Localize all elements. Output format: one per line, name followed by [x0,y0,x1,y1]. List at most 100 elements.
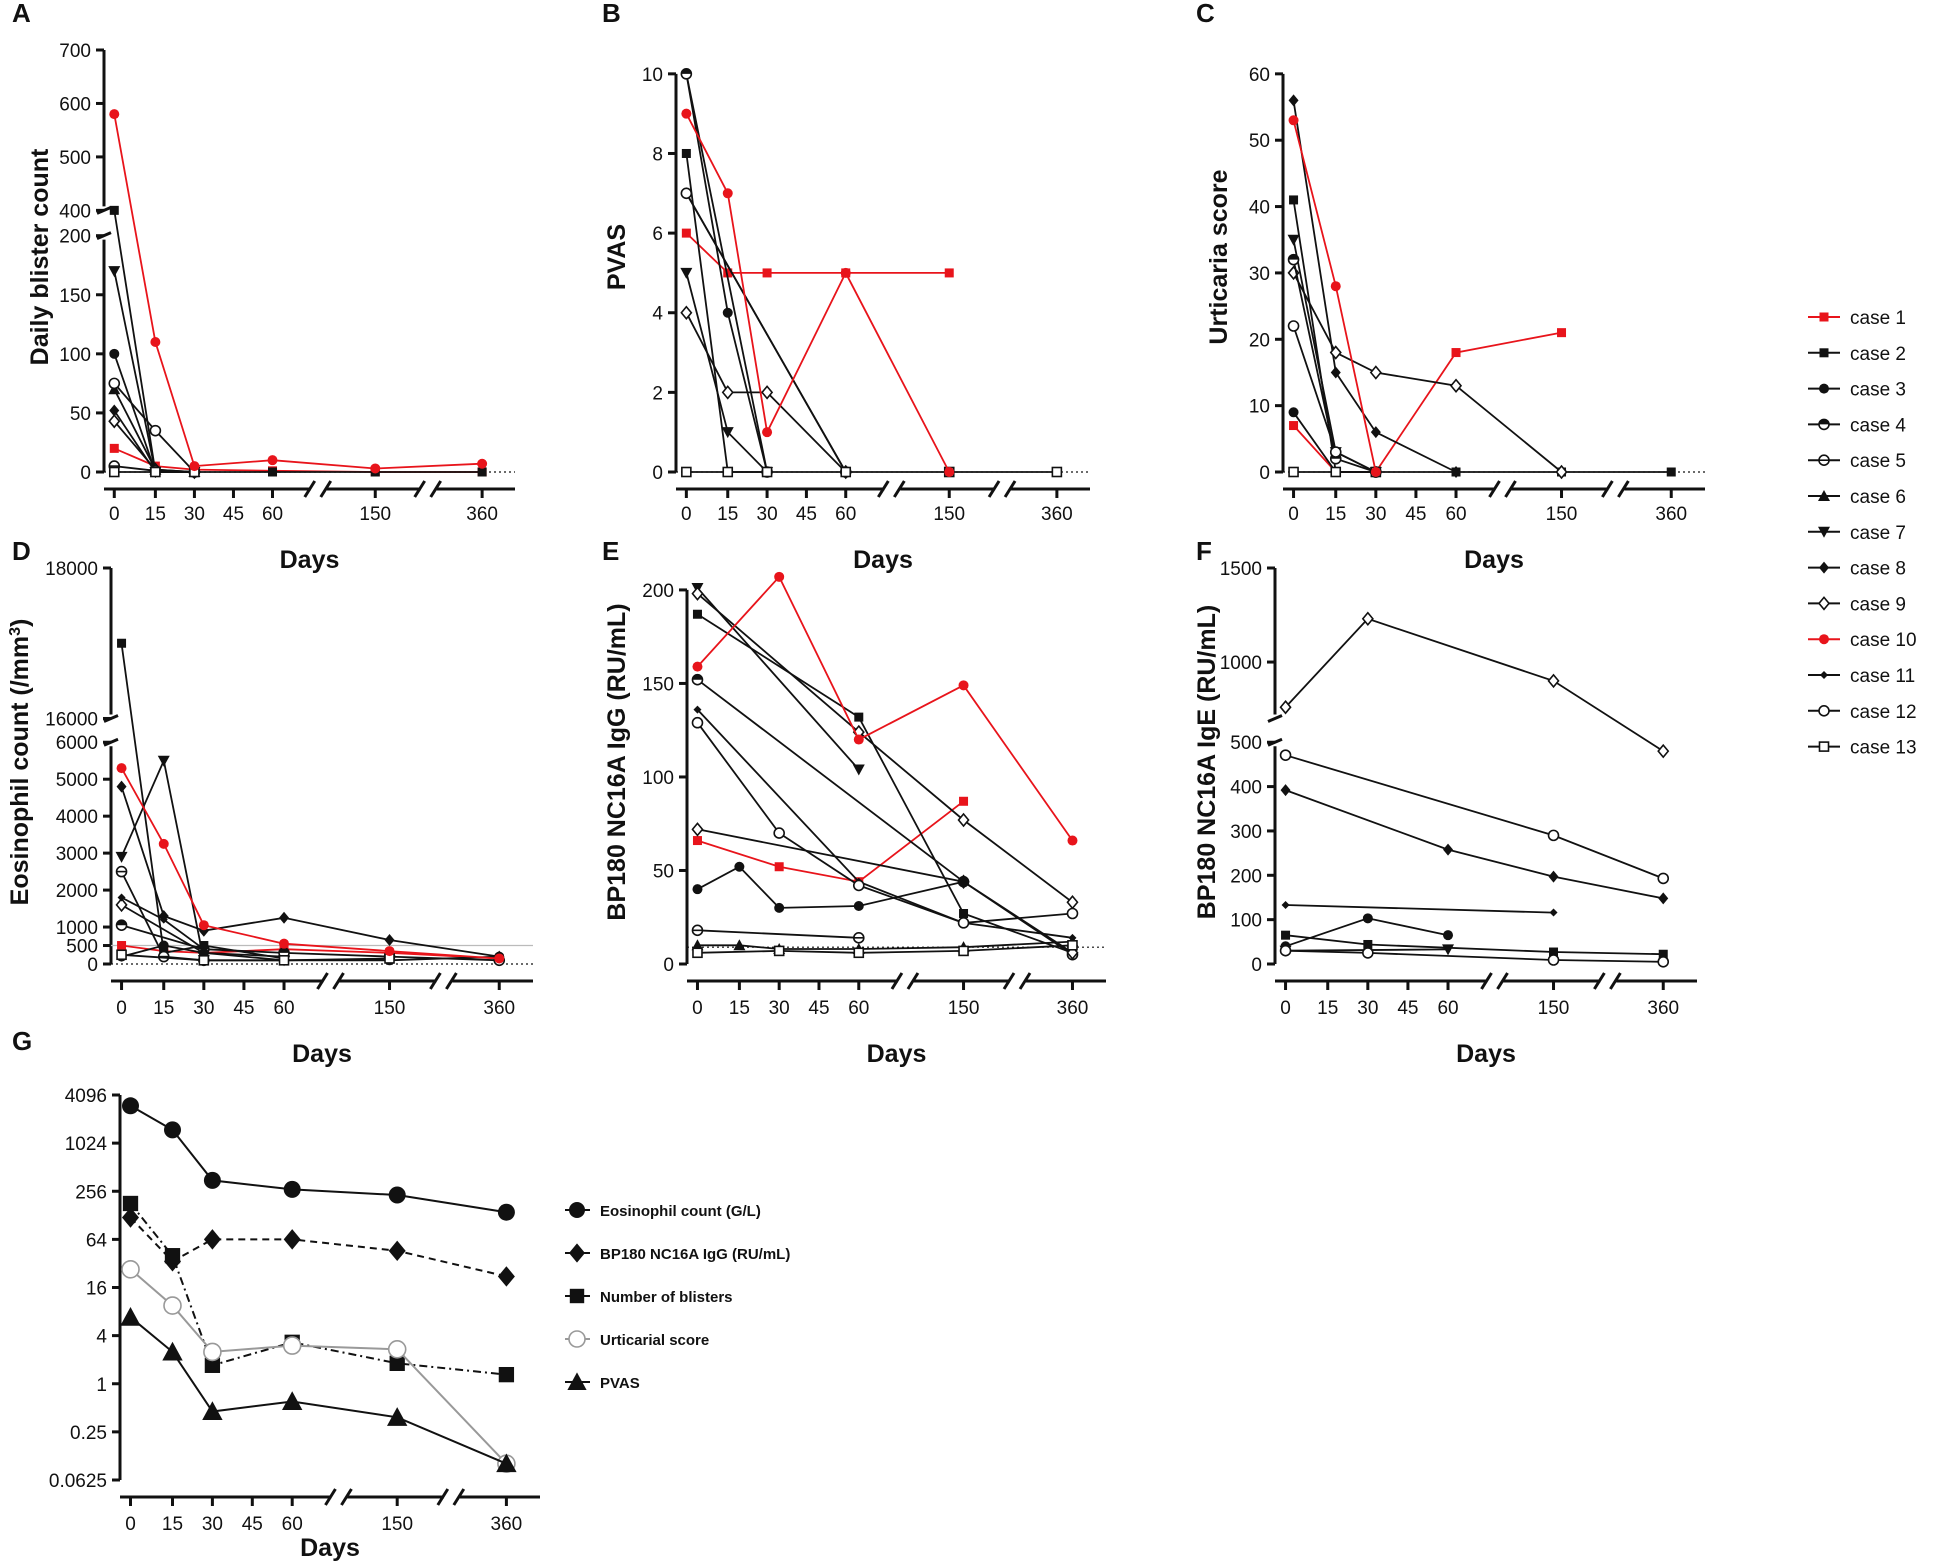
x-tick-label: 60 [1437,998,1458,1019]
data-point [958,876,969,887]
data-point [189,461,200,472]
y-tick-label: 10 [642,65,663,86]
series-line-case-13 [121,953,390,962]
x-tick-label: 30 [1365,504,1386,525]
data-point [497,1266,515,1287]
y-tick-label: 300 [1230,822,1262,843]
data-point [959,909,969,918]
data-point [721,385,734,400]
data-point [761,466,773,478]
x-tick-label: 150 [948,998,980,1019]
data-point [1361,611,1374,627]
data-point [496,1453,517,1473]
y-tick-label: 400 [1230,778,1262,799]
data-point [150,466,161,478]
data-point [681,228,691,238]
panel-label: D [12,536,31,566]
data-point [693,705,702,714]
y-tick-label: 100 [642,768,674,789]
x-axis-title: Days [853,546,913,574]
x-tick-label: 15 [729,998,750,1019]
panel-label: E [602,536,619,566]
data-point [159,915,168,924]
data-point [389,1355,405,1371]
data-point [1555,464,1568,480]
data-point [721,427,734,439]
data-point [497,1203,515,1221]
chart-panel-a: A 0 50 100 150 200 400 500 600 700 0 15 30 45 60 150 360… [12,0,515,574]
data-point [1362,913,1373,924]
series-line-case-11 [1285,904,1554,914]
series-line-case-9 [696,593,1074,904]
x-tick-label: 30 [757,504,778,525]
y-axis-title-end: ) [6,619,34,627]
x-tick-label: 45 [223,504,244,525]
data-point [1281,930,1291,940]
data-point [164,1121,181,1139]
data-point [680,305,693,320]
y-tick-label: 0 [663,955,674,976]
data-point [1329,446,1342,458]
data-point [204,1357,221,1373]
y-tick-label: 6000 [56,733,98,754]
data-point [852,764,865,776]
x-tick-label: 60 [262,504,283,525]
data-point [774,571,785,582]
axis-break-mark [452,1488,466,1506]
chart-panel-b: B 0 2 4 6 8 10 0 15 30 45 60 150 360 Days PVAS [602,0,1090,574]
series-line-case-10 [120,767,500,960]
data-point [388,1186,406,1204]
series-line-case-3 [697,865,964,909]
y-tick-label: 10 [1249,397,1270,418]
data-point [1451,466,1462,478]
y-tick-label: 4000 [56,807,98,828]
data-point [117,941,127,951]
x-tick-label: 15 [153,998,174,1019]
x-tick-label: 15 [1317,998,1338,1019]
series-line-case-12 [685,192,847,473]
chart-panel-g: G 0.0625 0.25 1 4 16 64 256 1024 4096 0 15 30 45 60 150… [12,1026,540,1562]
x-axis-title: Days [292,1040,352,1068]
x-tick-label: 150 [374,998,406,1019]
data-point [267,455,278,466]
y-tick-label: 2 [652,383,663,404]
data-point [1369,365,1382,380]
data-point [774,902,785,913]
x-tick-label: 30 [1357,998,1378,1019]
legend-marker [567,1372,587,1390]
data-point [773,945,785,957]
legend-marker [569,1243,585,1263]
series-line-case-1 [113,447,483,473]
data-point [723,268,733,278]
axis-break-mark [1018,972,1032,990]
axis-break-mark [877,480,890,498]
axis-break-mark [445,972,458,990]
data-point [692,884,703,895]
y-tick-label: 150 [642,674,674,695]
y-axis-title-text: Urticaria score [1205,169,1233,344]
data-point [388,1240,406,1262]
series-line-case-8 [120,786,500,958]
axis-break-mark [1267,714,1283,723]
y-tick-label: 5000 [56,770,98,791]
panel-label: A [12,0,31,28]
data-point [1548,870,1559,883]
data-point [1288,94,1299,107]
axis-break-mark [1609,972,1622,990]
data-point [1443,843,1454,856]
data-point [1547,954,1560,966]
series-line-case-12 [1285,754,1664,880]
series-line-case-4 [696,678,1074,956]
y-tick-label: 18000 [45,559,98,580]
series-line-pvas [129,1316,507,1465]
y-tick-label: 400 [59,201,91,222]
series-line-case-10 [685,113,950,473]
legend-marker [1817,596,1831,611]
legend-marker [569,1288,585,1304]
y-axis-title-text: PVAS [603,224,631,290]
y-tick-label: 50 [653,861,674,882]
data-point [1557,328,1567,338]
y-tick-label: 16 [86,1279,107,1300]
data-point [1289,421,1299,431]
x-tick-label: 15 [717,504,738,525]
